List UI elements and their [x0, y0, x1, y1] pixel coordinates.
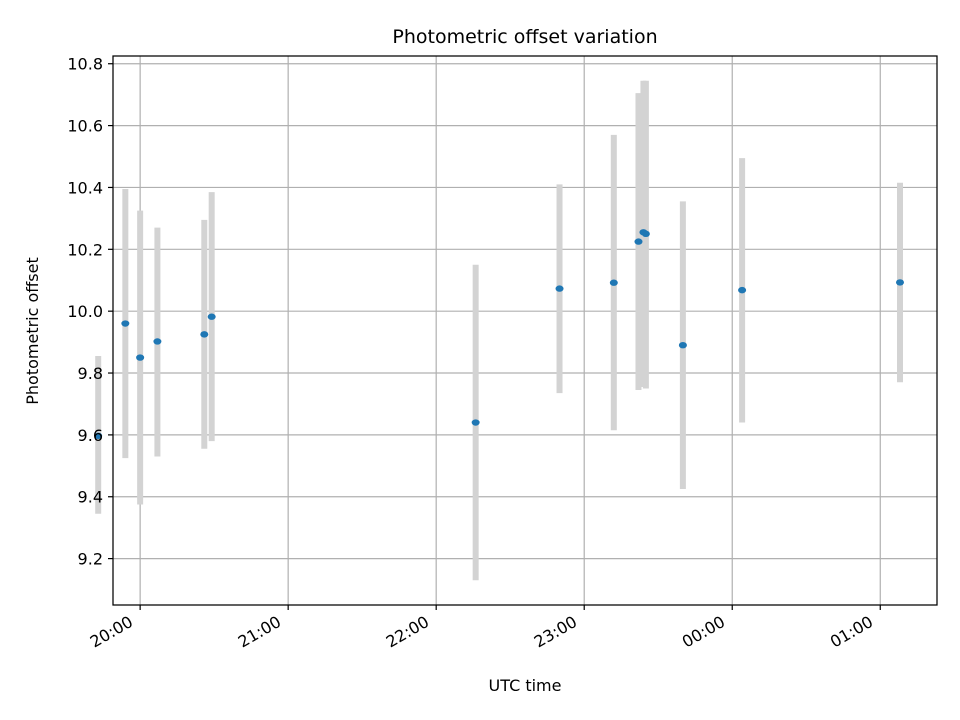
y-tick-label: 9.2	[78, 550, 103, 569]
y-tick-label: 10.6	[67, 117, 103, 136]
data-point	[895, 279, 904, 286]
y-axis-ticks: 9.2 9.4 9.6 9.8 10.0 10.2 10.4 10.6 10.8	[67, 55, 113, 569]
data-point	[153, 338, 162, 345]
data-point	[738, 286, 747, 294]
y-tick-label: 10.2	[67, 240, 103, 259]
data-point	[641, 230, 650, 238]
data-point	[207, 313, 216, 320]
y-tick-label: 10.8	[67, 55, 103, 74]
chart-title: Photometric offset variation	[392, 26, 657, 48]
data-points	[94, 229, 904, 440]
data-point	[609, 279, 618, 286]
y-tick-label: 9.8	[78, 364, 103, 383]
grid-lines	[113, 56, 937, 605]
y-tick-label: 10.0	[67, 302, 103, 321]
plot-frame	[112, 55, 938, 606]
data-point	[136, 354, 145, 361]
data-point	[678, 341, 687, 349]
y-axis-label: Photometric offset	[23, 257, 42, 405]
x-axis-label: UTC time	[489, 676, 562, 695]
data-point	[121, 320, 130, 327]
data-point	[634, 238, 643, 245]
y-tick-label: 9.6	[78, 426, 103, 445]
y-tick-label: 9.4	[78, 488, 103, 507]
data-point	[94, 432, 103, 440]
data-point	[555, 285, 564, 292]
data-point	[200, 331, 209, 338]
data-point	[471, 419, 480, 426]
y-tick-label: 10.4	[67, 178, 103, 197]
